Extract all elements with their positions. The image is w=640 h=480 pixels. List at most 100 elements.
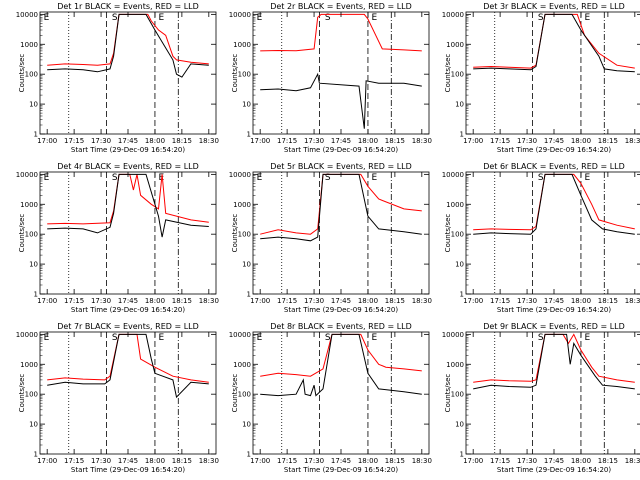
y-tick-label: 100 — [451, 391, 464, 399]
x-tick-label: 17:30 — [91, 137, 111, 145]
x-tick-label: 18:00 — [145, 137, 165, 145]
event-marker-e: E — [372, 333, 378, 343]
event-marker-s: S — [112, 13, 118, 23]
x-tick-label: 18:30 — [412, 137, 432, 145]
x-tick-label: 17:00 — [250, 457, 270, 465]
panel-title: Det 5r BLACK = Events, RED = LLD — [270, 162, 412, 171]
x-axis-label: Start Time (29-Dec-09 16:54:20) — [284, 146, 398, 154]
x-tick-label: 18:00 — [145, 297, 165, 305]
x-tick-label: 17:30 — [517, 457, 537, 465]
x-tick-label: 17:45 — [331, 137, 351, 145]
x-axis-label: Start Time (29-Dec-09 16:54:20) — [71, 146, 185, 154]
x-tick-label: 17:15 — [490, 297, 510, 305]
x-tick-label: 18:15 — [172, 137, 192, 145]
x-axis-label: Start Time (29-Dec-09 16:54:20) — [71, 306, 185, 314]
x-tick-label: 18:15 — [598, 137, 618, 145]
y-tick-label: 10 — [455, 101, 464, 109]
x-tick-label: 18:30 — [625, 297, 640, 305]
y-tick-label: 100 — [25, 391, 38, 399]
event-marker-e: E — [372, 13, 378, 23]
panel-title: Det 8r BLACK = Events, RED = LLD — [270, 322, 412, 331]
series-events — [47, 13, 209, 78]
x-tick-label: 17:45 — [544, 137, 564, 145]
x-tick-label: 18:15 — [598, 297, 618, 305]
y-tick-label: 100 — [451, 231, 464, 239]
series-events — [260, 333, 422, 397]
y-tick-label: 1000 — [233, 201, 251, 209]
y-axis-label: Counts/sec — [231, 54, 239, 93]
y-tick-label: 1000 — [20, 361, 38, 369]
x-tick-label: 17:15 — [64, 137, 84, 145]
y-tick-label: 10000 — [16, 171, 38, 179]
x-tick-label: 18:00 — [358, 457, 378, 465]
x-tick-label: 17:30 — [517, 297, 537, 305]
y-tick-label: 10000 — [16, 331, 38, 339]
event-marker-e: E — [159, 13, 165, 23]
y-axis-label: Counts/sec — [231, 214, 239, 253]
x-tick-label: 17:30 — [91, 297, 111, 305]
x-tick-label: 17:30 — [304, 297, 324, 305]
x-tick-label: 17:00 — [37, 137, 57, 145]
y-axis-label: Counts/sec — [231, 374, 239, 413]
y-tick-label: 10000 — [442, 331, 464, 339]
series-lld — [47, 13, 209, 66]
series-events — [260, 72, 422, 129]
event-marker-e: E — [585, 13, 591, 23]
x-axis-label: Start Time (29-Dec-09 16:54:20) — [284, 306, 398, 314]
series-lld — [473, 173, 635, 231]
x-tick-label: 18:30 — [412, 457, 432, 465]
event-marker-s: S — [538, 13, 544, 23]
x-tick-label: 17:45 — [118, 297, 138, 305]
y-tick-label: 1 — [460, 131, 464, 139]
series-lld — [473, 13, 635, 69]
x-axis-label: Start Time (29-Dec-09 16:54:20) — [497, 306, 611, 314]
y-tick-label: 1 — [460, 291, 464, 299]
event-marker-e: E — [44, 173, 50, 183]
y-tick-label: 1 — [460, 451, 464, 459]
series-lld — [473, 333, 635, 383]
y-tick-label: 10 — [29, 261, 38, 269]
y-tick-label: 1 — [247, 451, 251, 459]
y-tick-label: 10000 — [229, 11, 251, 19]
panel-title: Det 4r BLACK = Events, RED = LLD — [57, 162, 199, 171]
panel-1: Det 1r BLACK = Events, RED = LLD E S E 1 10 10… — [16, 2, 219, 154]
x-tick-label: 17:15 — [490, 457, 510, 465]
x-tick-label: 17:00 — [463, 297, 483, 305]
x-tick-label: 17:00 — [250, 297, 270, 305]
plot-frame — [39, 331, 217, 455]
panel-title: Det 7r BLACK = Events, RED = LLD — [57, 322, 199, 331]
panel-5: Det 5r BLACK = Events, RED = LLD E S E 1 10 10… — [229, 162, 432, 314]
x-tick-label: 17:00 — [463, 457, 483, 465]
x-tick-label: 17:15 — [64, 457, 84, 465]
y-tick-label: 1 — [247, 131, 251, 139]
plot-frame — [39, 171, 217, 295]
x-tick-label: 18:00 — [571, 137, 591, 145]
y-axis-label: Counts/sec — [444, 214, 452, 253]
event-marker-e: E — [257, 333, 263, 343]
y-tick-label: 1 — [247, 291, 251, 299]
x-tick-label: 17:15 — [277, 297, 297, 305]
panel-3: Det 3r BLACK = Events, RED = LLD S E 1 10 100… — [442, 2, 640, 154]
panel-9: Det 9r BLACK = Events, RED = LLD S E 1 10 100… — [442, 322, 640, 474]
y-tick-label: 100 — [451, 71, 464, 79]
x-tick-label: 18:15 — [385, 137, 405, 145]
y-axis-label: Counts/sec — [444, 54, 452, 93]
y-tick-label: 1000 — [446, 361, 464, 369]
y-tick-label: 10 — [455, 261, 464, 269]
series-lld — [260, 333, 422, 377]
y-tick-label: 100 — [25, 71, 38, 79]
panel-8: Det 8r BLACK = Events, RED = LLD E S E 1 10 10… — [229, 322, 432, 474]
event-marker-s: S — [325, 13, 331, 23]
x-tick-label: 17:30 — [304, 457, 324, 465]
panel-7: Det 7r BLACK = Events, RED = LLD E S E 1 10 10… — [16, 322, 219, 474]
series-events — [47, 333, 209, 399]
x-tick-label: 18:30 — [625, 457, 640, 465]
event-marker-s: S — [112, 333, 118, 343]
x-tick-label: 17:45 — [544, 457, 564, 465]
y-tick-label: 1000 — [20, 201, 38, 209]
series-lld — [47, 173, 209, 225]
event-marker-s: S — [112, 173, 118, 183]
